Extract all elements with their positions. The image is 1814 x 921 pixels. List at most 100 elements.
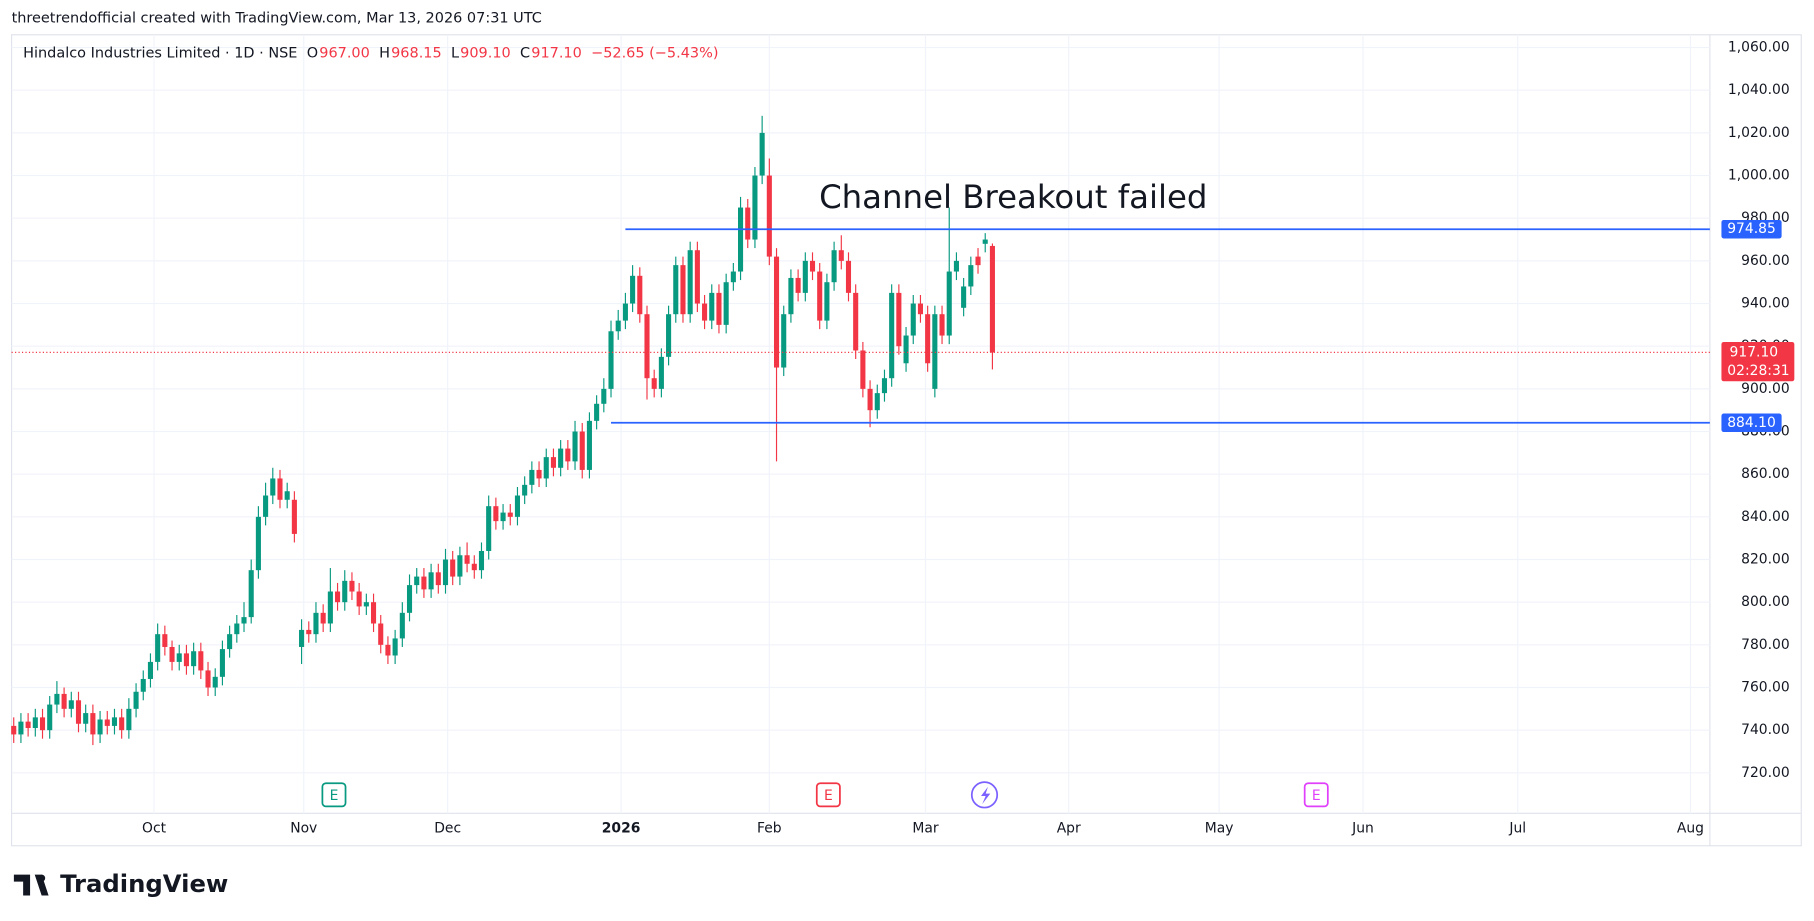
- credit: threetrendofficial created with TradingV…: [12, 11, 542, 27]
- candle-body: [306, 629, 312, 635]
- candle-body: [464, 555, 470, 564]
- candle-body: [615, 320, 621, 332]
- candle-body: [342, 580, 348, 603]
- candle-body: [694, 250, 700, 304]
- y-tick-label: 800.00: [1741, 594, 1790, 610]
- x-tick-label: Feb: [757, 820, 782, 836]
- candle-body: [90, 713, 96, 735]
- candle-body: [658, 356, 664, 389]
- candle-body: [183, 653, 189, 667]
- candle-body: [191, 651, 197, 667]
- x-tick-label: Oct: [142, 820, 167, 836]
- candle-body: [817, 271, 823, 321]
- candle-body: [291, 499, 297, 534]
- candle-body: [248, 570, 254, 618]
- candle-body: [378, 623, 384, 645]
- candle-body: [11, 725, 17, 735]
- candle-body: [83, 713, 89, 724]
- event-label: E: [330, 788, 339, 804]
- y-tick-label: 1,060.00: [1728, 40, 1790, 56]
- candle-body: [953, 260, 959, 272]
- candle-body: [550, 457, 556, 468]
- candle-body: [802, 260, 808, 293]
- candle-body: [133, 691, 139, 709]
- candle-body: [860, 350, 866, 389]
- candle-body: [939, 314, 945, 336]
- candle-body: [889, 292, 895, 379]
- last-price-label: 917.10: [1730, 344, 1779, 360]
- candle-body: [18, 721, 24, 735]
- event-bolt: [981, 786, 991, 805]
- x-tick-label: Aug: [1677, 820, 1704, 836]
- event-marker: E: [321, 782, 347, 808]
- candle-body: [730, 271, 736, 283]
- candle-body: [932, 314, 938, 389]
- y-tick-label: 940.00: [1741, 296, 1790, 312]
- candle-body: [989, 245, 995, 353]
- candle-body: [406, 585, 413, 613]
- candle-body: [680, 265, 686, 315]
- candle-body: [54, 693, 60, 705]
- y-tick-label: 860.00: [1741, 466, 1790, 482]
- candle-body: [594, 403, 600, 421]
- candle-body: [745, 207, 751, 240]
- candle-body: [277, 478, 283, 500]
- candle-body: [212, 676, 218, 688]
- candle-body: [809, 260, 816, 272]
- candle-body: [227, 634, 233, 650]
- x-tick-label: May: [1205, 820, 1234, 836]
- ohlc-key: H: [379, 45, 390, 61]
- candle-body: [349, 580, 355, 592]
- change: −52.65 (−5.43%): [591, 45, 718, 61]
- candle-body: [104, 719, 110, 726]
- candle-body: [25, 721, 31, 729]
- candle-body: [773, 256, 780, 368]
- candle-body: [478, 550, 485, 571]
- candle-body: [219, 649, 225, 677]
- candle-body: [838, 250, 844, 261]
- event-marker: E: [1303, 782, 1329, 808]
- candle-body: [428, 572, 434, 590]
- candle-body: [500, 512, 506, 522]
- candle-body: [47, 704, 53, 731]
- candle-body: [270, 478, 276, 496]
- candle-body: [299, 629, 305, 647]
- candle-body: [630, 275, 636, 304]
- event-icon: [321, 782, 347, 808]
- candle-body: [903, 335, 909, 364]
- ohlc-key: C: [520, 45, 530, 61]
- candle-body: [831, 250, 837, 283]
- y-tick-label: 1,000.00: [1728, 168, 1790, 184]
- legend: Hindalco Industries Limited · 1D · NSE O…: [23, 45, 718, 61]
- y-tick-label: 960.00: [1741, 253, 1790, 269]
- candle-body: [917, 303, 923, 315]
- candle-body: [169, 646, 175, 662]
- x-tick-label: Jun: [1351, 820, 1374, 836]
- candle-body: [673, 265, 679, 315]
- x-tick-label: Apr: [1057, 820, 1081, 836]
- candle-body: [234, 623, 240, 635]
- candle-body: [644, 314, 650, 379]
- candle-body: [414, 576, 420, 586]
- candle-body: [507, 512, 513, 517]
- candle-body: [666, 314, 672, 357]
- y-tick-label: 820.00: [1741, 552, 1790, 568]
- candle-body: [68, 700, 74, 709]
- candle-body: [61, 693, 67, 709]
- candle-body: [788, 277, 794, 315]
- candle-body: [824, 282, 830, 321]
- x-tick-label: Nov: [290, 820, 317, 836]
- candle-body: [723, 282, 729, 325]
- candle-body: [874, 393, 880, 411]
- y-tick-label: 900.00: [1741, 381, 1790, 397]
- ohlc-value: 968.15: [391, 45, 442, 61]
- candle-body: [486, 506, 492, 551]
- candle-body: [716, 292, 722, 325]
- ohlc: O 967.00 H 968.15 L 909.10 C 917.10 −52.65 (−5.4…: [307, 45, 719, 61]
- candle-body: [399, 612, 405, 639]
- ohlc-value: 917.10: [531, 45, 582, 61]
- candle-body: [881, 378, 888, 394]
- grid: 720.00 740.00 760.00 780.00 800.00 820.00 840.…: [11, 34, 1790, 836]
- y-tick-label: 720.00: [1741, 765, 1790, 781]
- candle-body: [471, 563, 477, 571]
